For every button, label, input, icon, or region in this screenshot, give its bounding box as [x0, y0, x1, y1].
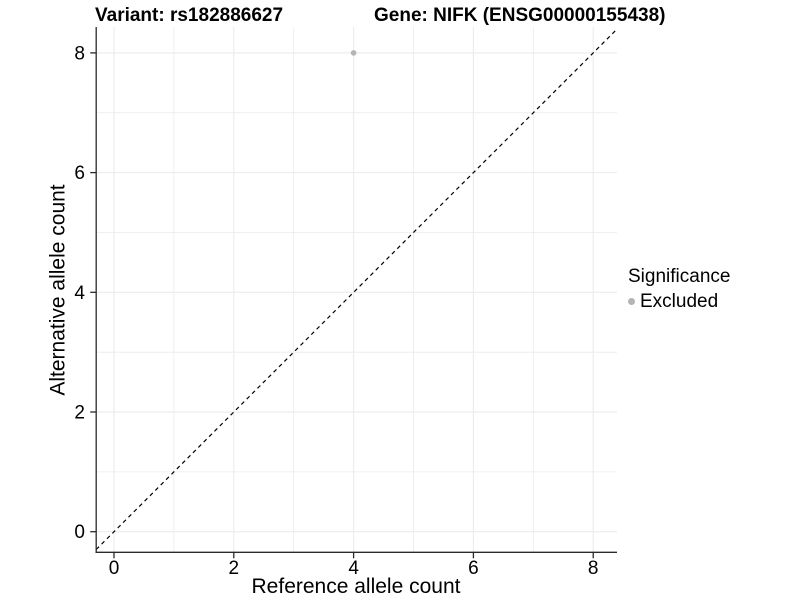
y-axis-title: Alternative allele count	[46, 184, 70, 396]
axis-ticks	[90, 52, 594, 559]
x-tick-label: 6	[468, 558, 479, 579]
plot-title-variant: Variant: rs182886627	[95, 5, 284, 26]
data-points	[350, 50, 357, 56]
grid-major	[96, 27, 617, 553]
axis-tick-labels: 0 2 4 6 8 0 2 4 6 8	[74, 43, 598, 579]
y-tick-label: 4	[74, 283, 85, 304]
x-tick-label: 2	[229, 558, 240, 579]
legend: Significance Excluded	[628, 266, 798, 313]
legend-item-excluded: Excluded	[628, 290, 798, 313]
identity-reference-line	[95, 28, 618, 550]
legend-title: Significance	[628, 266, 731, 287]
legend-point-icon	[628, 298, 635, 305]
plot-title-gene: Gene: NIFK (ENSG00000155438)	[374, 5, 666, 26]
y-tick-label: 0	[74, 522, 85, 543]
y-tick-label: 2	[74, 403, 85, 424]
x-axis-title: Reference allele count	[251, 575, 461, 598]
x-tick-label: 0	[109, 558, 120, 579]
y-tick-label: 6	[74, 163, 85, 184]
x-tick-label: 8	[588, 558, 599, 579]
y-tick-label: 8	[74, 43, 85, 64]
x-tick-label: 4	[348, 558, 359, 579]
grid-minor	[96, 27, 617, 553]
legend-item-label: Excluded	[640, 291, 719, 312]
data-point-excluded	[350, 50, 357, 56]
